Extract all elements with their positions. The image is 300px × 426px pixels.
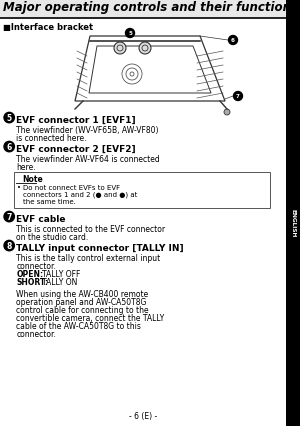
Text: 7: 7	[7, 213, 12, 222]
Text: connectors 1 and 2 (● and ●) at: connectors 1 and 2 (● and ●) at	[23, 192, 138, 199]
Bar	[0, 0, 286, 18]
Text: EVF connector 2 [EVF2]: EVF connector 2 [EVF2]	[16, 145, 136, 154]
Text: cable of the AW-CA50T8G to this: cable of the AW-CA50T8G to this	[16, 322, 141, 331]
Text: The viewfinder AW-VF64 is connected: The viewfinder AW-VF64 is connected	[16, 155, 160, 164]
Text: When using the AW-CB400 remote: When using the AW-CB400 remote	[16, 290, 149, 299]
Text: Note: Note	[22, 175, 43, 184]
Text: 5: 5	[7, 114, 12, 123]
Circle shape	[4, 211, 14, 222]
Text: connector.: connector.	[16, 262, 56, 271]
Circle shape	[233, 92, 242, 101]
Circle shape	[125, 29, 134, 37]
Text: SHORT:: SHORT:	[16, 278, 48, 287]
Text: EVF connector 1 [EVF1]: EVF connector 1 [EVF1]	[16, 116, 136, 125]
Text: on the studio card.: on the studio card.	[16, 233, 89, 242]
Text: the same time.: the same time.	[23, 199, 76, 205]
Bar	[286, 0, 300, 426]
Text: is connected here.: is connected here.	[16, 134, 87, 143]
Text: Do not connect EVFs to EVF: Do not connect EVFs to EVF	[23, 185, 121, 191]
Circle shape	[229, 35, 238, 44]
Text: The viewfinder (WV-VF65B, AW-VF80): The viewfinder (WV-VF65B, AW-VF80)	[16, 126, 159, 135]
Text: EVF cable: EVF cable	[16, 215, 66, 224]
Text: Major operating controls and their functions: Major operating controls and their funct…	[3, 1, 298, 14]
Text: convertible camera, connect the TALLY: convertible camera, connect the TALLY	[16, 314, 165, 323]
Text: 7: 7	[236, 94, 240, 99]
Text: TALLY ON: TALLY ON	[42, 278, 78, 287]
Text: TALLY input connector [TALLY IN]: TALLY input connector [TALLY IN]	[16, 244, 184, 253]
Circle shape	[224, 109, 230, 115]
Text: TALLY OFF: TALLY OFF	[42, 270, 81, 279]
Circle shape	[114, 42, 126, 54]
Text: 6: 6	[231, 38, 235, 43]
Text: here.: here.	[16, 163, 36, 172]
Text: ENGLISH: ENGLISH	[290, 209, 296, 237]
Text: 5: 5	[128, 31, 132, 36]
Text: OPEN:: OPEN:	[16, 270, 44, 279]
Circle shape	[4, 240, 14, 251]
Text: •: •	[17, 185, 21, 191]
Text: control cable for connecting to the: control cable for connecting to the	[16, 306, 149, 315]
Circle shape	[4, 141, 14, 152]
Circle shape	[4, 112, 14, 123]
Circle shape	[139, 42, 151, 54]
Text: This is connected to the EVF connector: This is connected to the EVF connector	[16, 225, 166, 234]
Text: connector.: connector.	[16, 330, 56, 339]
Text: ■Interface bracket: ■Interface bracket	[3, 23, 93, 32]
Text: - 6 (E) -: - 6 (E) -	[129, 412, 157, 421]
Text: This is the tally control external input: This is the tally control external input	[16, 254, 161, 263]
Text: operation panel and AW-CA50T8G: operation panel and AW-CA50T8G	[16, 298, 147, 307]
Text: 6: 6	[7, 143, 12, 152]
Text: 8: 8	[7, 242, 12, 250]
